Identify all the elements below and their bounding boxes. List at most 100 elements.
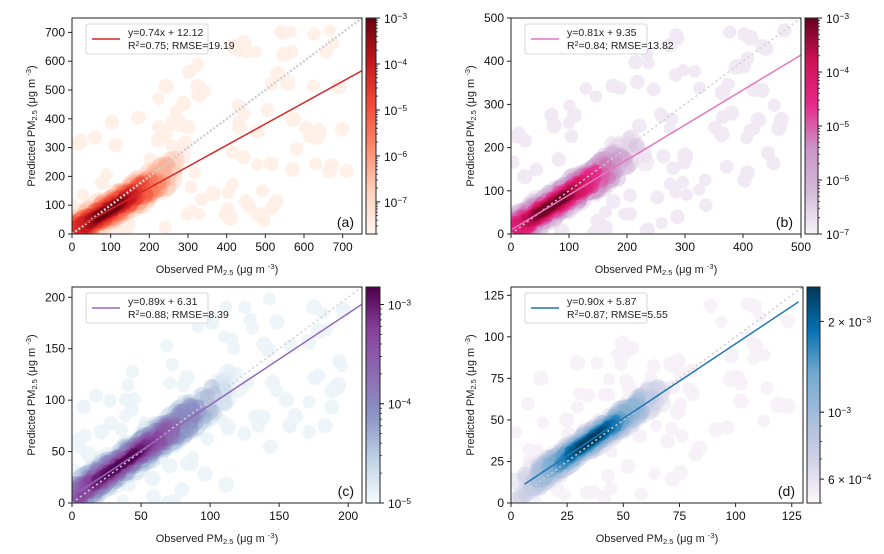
legend-r-sup: 2 — [136, 41, 140, 48]
density-bin-outlier — [145, 489, 162, 503]
density-bin-outlier — [546, 118, 562, 134]
x-tick-label: 300 — [675, 240, 695, 254]
density-bin-outlier — [746, 82, 762, 98]
y-tick-label: 500 — [484, 11, 504, 25]
colorbar-tick-label: 10−6 — [384, 148, 407, 164]
density-bin-outlier — [185, 203, 198, 216]
colorbar-tick-exp: −4 — [839, 65, 849, 75]
density-bin-outlier — [274, 25, 289, 39]
density-bin-outlier — [184, 180, 198, 194]
y-tick-label: 100 — [484, 184, 504, 198]
y-axis-label: Predicted PM2.5 (μg m -3) — [463, 65, 478, 186]
colorbar-tick-label: 10−4 — [384, 56, 407, 72]
density-bin-outlier — [285, 161, 300, 177]
legend-equation: y=0.74x + 12.12 — [128, 27, 203, 39]
density-bin-outlier — [264, 77, 279, 91]
density-bin-outlier — [236, 149, 251, 165]
density-bin-outlier — [586, 225, 602, 234]
density-bin-outlier — [87, 130, 103, 145]
density-bin-outlier — [175, 95, 192, 112]
density-bin-outlier — [324, 382, 341, 399]
regression-fit-line — [511, 54, 801, 231]
density-bin-outlier — [78, 428, 92, 443]
density-layer — [72, 18, 362, 234]
density-bin-outlier — [324, 157, 339, 173]
legend-stats-values: =0.84; RMSE=13.82 — [579, 40, 674, 52]
y-tick-label: 700 — [45, 25, 65, 39]
colorbar-tick-exp: −3 — [397, 11, 407, 21]
legend-equation: y=0.81x + 9.35 — [567, 27, 637, 39]
density-bin-outlier — [656, 149, 671, 164]
density-bin-outlier — [251, 419, 265, 433]
density-bin-outlier — [226, 332, 239, 346]
density-bin-outlier — [263, 156, 279, 172]
density-bin-outlier — [646, 82, 661, 97]
density-bin-outlier — [740, 51, 755, 65]
y-tick-label: 600 — [45, 54, 65, 68]
x-axis-label-close: ) — [714, 264, 718, 276]
density-bin-outlier — [630, 74, 645, 90]
colorbar-tick-label: 10−7 — [826, 227, 849, 243]
density-bin-outlier — [663, 177, 677, 191]
density-bin-outlier — [163, 376, 177, 390]
density-bin-outlier — [245, 322, 259, 335]
y-tick-label: 300 — [484, 97, 504, 111]
y-tick-label: 0 — [58, 227, 65, 241]
density-bin-outlier — [632, 118, 647, 133]
x-axis-label: Observed PM2.5 (μg m -3) — [595, 262, 717, 277]
x-tick-label: 300 — [178, 240, 198, 254]
colorbar-tick-base: 10 — [384, 12, 398, 26]
density-bin-outlier — [160, 339, 174, 353]
density-bin-outlier — [761, 145, 776, 161]
colorbar-tick-exp: −7 — [839, 227, 849, 237]
density-bin-outlier — [306, 79, 320, 93]
density-layer — [511, 18, 801, 234]
colorbar-tick-base: 10 — [384, 196, 398, 210]
colorbar-tick-label: 10−4 — [826, 65, 849, 81]
plot-frame — [71, 17, 363, 235]
colorbar-tick-label: 10−5 — [384, 102, 407, 118]
density-layer — [72, 287, 362, 503]
colorbar-gradient — [804, 17, 819, 235]
density-bin-outlier — [723, 105, 740, 121]
density-bin-outlier — [194, 192, 209, 207]
density-bin-outlier — [773, 111, 790, 128]
density-bin-outlier — [76, 399, 90, 413]
x-axis-label-sup: -3 — [268, 262, 275, 271]
density-bin-outlier — [767, 98, 781, 112]
x-tick-label: 100 — [559, 240, 579, 254]
colorbar-tick-base: 10 — [384, 150, 398, 164]
density-bin-outlier — [160, 495, 175, 503]
density-bin — [636, 153, 655, 172]
density-bin-outlier — [339, 163, 354, 179]
density-bin-outlier — [237, 107, 251, 121]
colorbar-tick-base: 10 — [384, 58, 398, 72]
density-bin-outlier — [579, 82, 593, 95]
density-bin — [176, 404, 190, 417]
x-axis-label-main: Observed PM — [595, 264, 662, 276]
density-bin-outlier — [180, 456, 195, 471]
density-bin-outlier — [88, 388, 104, 403]
density-bin-outlier — [218, 476, 235, 493]
density-bin-outlier — [219, 300, 233, 314]
colorbar-tick-base: 10 — [826, 12, 840, 26]
y-axis-label-close: ) — [465, 65, 477, 69]
legend-box — [85, 23, 209, 55]
density-bin-outlier — [269, 193, 284, 209]
colorbar-tick-label: 10−3 — [384, 11, 407, 27]
x-tick-label: 0 — [69, 240, 76, 254]
x-tick-label: 500 — [791, 240, 811, 254]
legend-r: R — [567, 40, 575, 52]
colorbar-tick-exp: −6 — [839, 173, 849, 183]
x-tick-label: 0 — [508, 240, 515, 254]
density-bin-outlier — [331, 78, 347, 95]
density-bin-outlier — [158, 220, 172, 234]
density-bin-outlier — [226, 341, 241, 355]
density-bin-outlier — [171, 115, 188, 132]
y-tick-label: 0 — [497, 227, 504, 241]
density-bin-outlier — [654, 107, 668, 121]
y-tick-label: 200 — [484, 141, 504, 155]
legend-stats: R2=0.84; RMSE=13.82 — [567, 40, 674, 52]
